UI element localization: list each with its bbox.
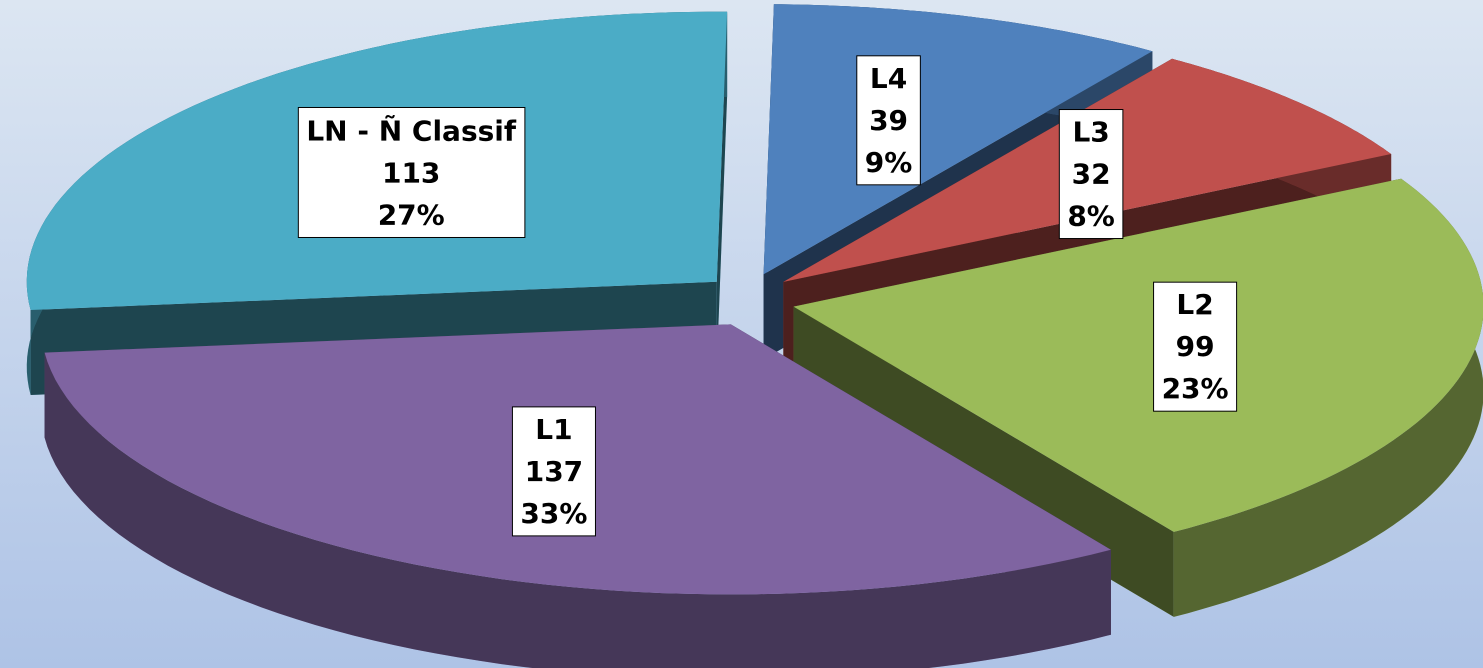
label-text: L2 99 23% xyxy=(1162,288,1229,405)
label-line: 33% xyxy=(520,497,587,530)
label-text: LN - Ñ Classif 113 27% xyxy=(306,113,517,231)
label-line: 99 xyxy=(1176,330,1215,363)
slice-side-shade xyxy=(44,352,1111,668)
label-line: 27% xyxy=(378,198,445,231)
data-label: L2 99 23% xyxy=(1153,281,1238,412)
label-line: L4 xyxy=(870,62,907,95)
slice-side-shade xyxy=(716,11,728,367)
label-line: L2 xyxy=(1176,288,1213,321)
label-line: 113 xyxy=(382,156,440,189)
data-label: LN - Ñ Classif 113 27% xyxy=(297,106,526,238)
label-text: L1 137 33% xyxy=(520,413,587,530)
label-line: 23% xyxy=(1162,372,1229,405)
label-line: 8% xyxy=(1067,200,1115,233)
label-line: LN - Ñ Classif xyxy=(306,113,517,147)
label-box xyxy=(1058,109,1124,240)
label-line: 137 xyxy=(525,455,583,488)
label-box xyxy=(856,55,921,186)
label-line: 32 xyxy=(1072,158,1111,191)
label-box xyxy=(511,406,596,537)
label-box xyxy=(1153,281,1238,412)
label-line: L1 xyxy=(535,413,572,446)
data-label: L3 32 8% xyxy=(1058,109,1124,240)
label-line: 9% xyxy=(865,146,913,179)
data-label: L4 39 9% xyxy=(856,55,921,186)
slice xyxy=(793,178,1483,532)
slice-side xyxy=(44,352,1111,668)
label-text: L3 32 8% xyxy=(1067,116,1115,233)
slice-side xyxy=(1173,178,1483,617)
label-text: L4 39 9% xyxy=(865,62,913,179)
label-line: L3 xyxy=(1072,116,1109,149)
label-line: 39 xyxy=(869,104,908,137)
label-box xyxy=(297,106,526,238)
data-label: L1 137 33% xyxy=(511,406,596,537)
slice-side-shade xyxy=(1173,178,1483,617)
